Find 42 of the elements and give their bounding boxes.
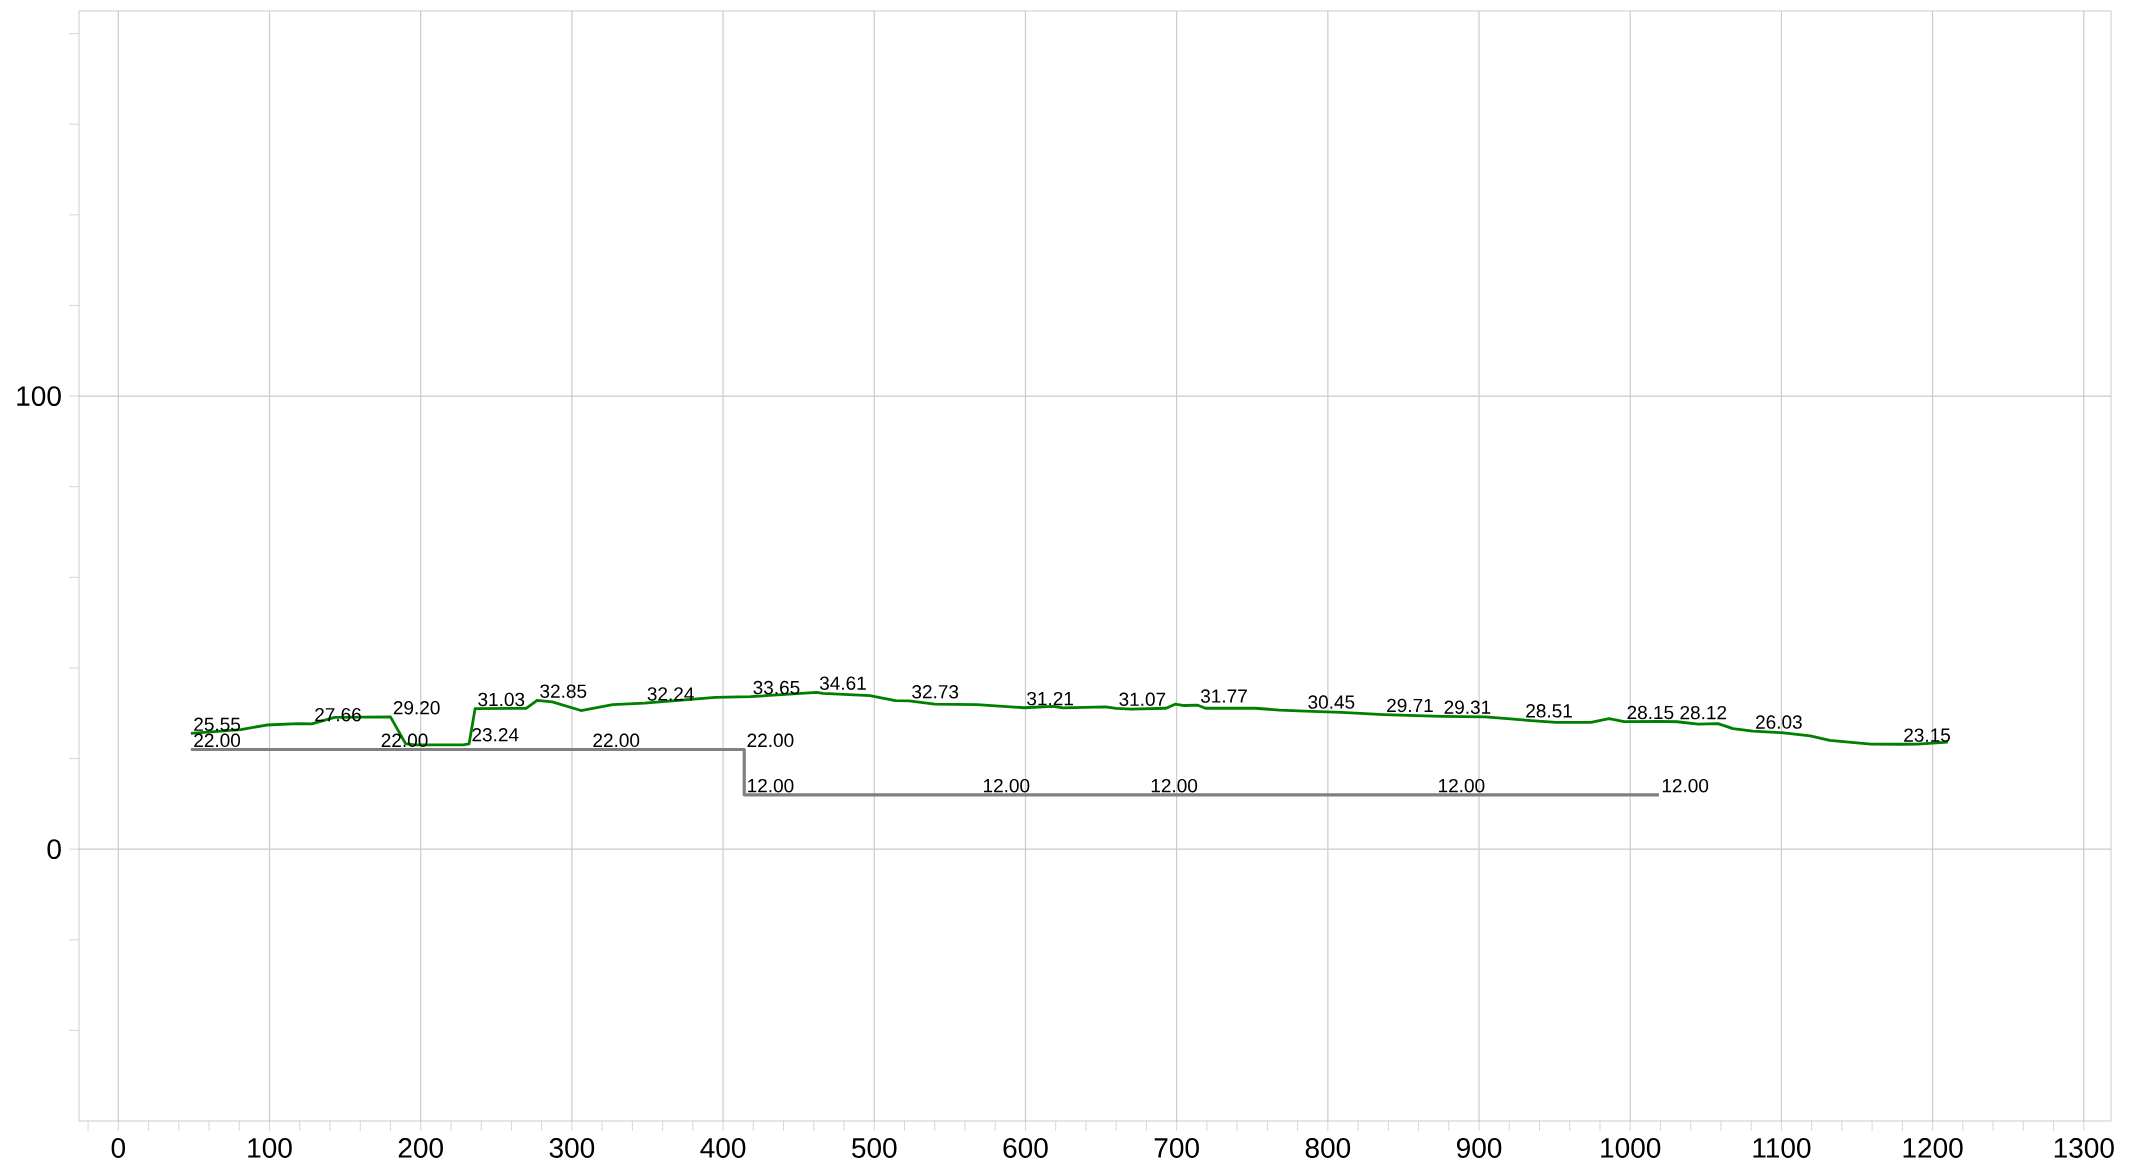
data-label: 23.15 bbox=[1904, 728, 1951, 742]
data-label: 29.31 bbox=[1444, 700, 1491, 714]
x-tick-label: 200 bbox=[398, 1138, 443, 1158]
x-tick-label: 300 bbox=[549, 1138, 595, 1158]
data-label: 12.00 bbox=[748, 778, 794, 793]
x-tick-label: 1000 bbox=[1601, 1138, 1661, 1158]
data-label: 31.03 bbox=[478, 692, 525, 707]
data-label: 23.24 bbox=[472, 728, 519, 742]
data-label: 29.71 bbox=[1387, 698, 1433, 713]
data-label: 32.24 bbox=[647, 687, 694, 701]
x-tick-label: 100 bbox=[248, 1138, 292, 1158]
x-tick-label: 1100 bbox=[1753, 1138, 1811, 1158]
x-tick-label: 1200 bbox=[1903, 1138, 1963, 1158]
x-tick-label: 800 bbox=[1305, 1138, 1351, 1158]
data-label: 25.55 bbox=[194, 717, 241, 731]
x-tick-label: 400 bbox=[700, 1138, 746, 1158]
x-tick-label: 0 bbox=[111, 1138, 126, 1158]
data-label: 31.07 bbox=[1119, 692, 1166, 706]
data-label: 28.15 bbox=[1627, 705, 1674, 720]
data-label: 12.00 bbox=[983, 778, 1030, 793]
data-label: 22.00 bbox=[747, 733, 794, 748]
data-label: 32.73 bbox=[912, 685, 959, 699]
data-label: 22.00 bbox=[593, 733, 640, 748]
data-label: 32.85 bbox=[540, 684, 587, 698]
data-label: 33.65 bbox=[753, 680, 800, 695]
data-label: 28.51 bbox=[1526, 704, 1572, 718]
data-label: 12.00 bbox=[1662, 778, 1709, 793]
data-label: 30.45 bbox=[1308, 695, 1355, 709]
data-label: 31.21 bbox=[1027, 691, 1073, 706]
data-label: 28.12 bbox=[1680, 705, 1727, 720]
x-tick-label: 1300 bbox=[2054, 1138, 2114, 1158]
data-label: 26.03 bbox=[1756, 715, 1802, 729]
data-label: 29.20 bbox=[393, 701, 440, 715]
x-tick-label: 900 bbox=[1456, 1138, 1502, 1158]
data-label: 12.00 bbox=[1439, 778, 1485, 793]
x-tick-label: 700 bbox=[1154, 1138, 1199, 1158]
x-tick-label: 500 bbox=[852, 1138, 897, 1158]
x-tick-label: 600 bbox=[1003, 1138, 1048, 1158]
data-label: 12.00 bbox=[1151, 778, 1198, 793]
data-label: 22.00 bbox=[194, 733, 241, 748]
data-label: 34.61 bbox=[819, 676, 866, 690]
data-label: 31.77 bbox=[1200, 689, 1247, 703]
